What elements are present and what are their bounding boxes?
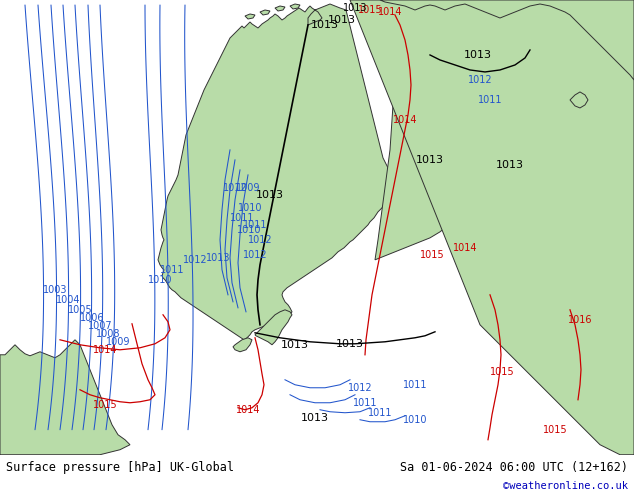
Text: 1012: 1012 [243,250,268,260]
Polygon shape [290,4,300,9]
Text: 1011: 1011 [160,265,184,275]
Text: 1014: 1014 [93,345,117,355]
Text: 1012: 1012 [248,235,273,245]
Text: 1015: 1015 [420,250,444,260]
Text: 1014: 1014 [378,7,402,17]
Polygon shape [375,8,510,260]
Text: 1004: 1004 [56,295,81,305]
Text: 1011: 1011 [243,220,268,230]
Text: Surface pressure [hPa] UK-Global: Surface pressure [hPa] UK-Global [6,461,235,473]
Text: 1005: 1005 [68,305,93,315]
Text: 1012: 1012 [183,255,207,265]
Polygon shape [260,10,270,15]
Text: 1012: 1012 [347,383,372,393]
Text: 1015: 1015 [489,367,514,377]
Text: 1009: 1009 [106,337,130,347]
Text: 1011: 1011 [478,95,502,105]
Polygon shape [255,310,292,345]
Text: 1013: 1013 [311,20,339,30]
Text: 1015: 1015 [93,400,117,410]
Text: 1016: 1016 [568,315,592,325]
Text: 1013: 1013 [206,253,230,263]
Polygon shape [275,6,285,11]
Text: 1014: 1014 [453,243,477,253]
Polygon shape [245,14,255,19]
Text: 1011: 1011 [353,398,377,408]
Text: 1013: 1013 [343,3,367,13]
Text: 1010: 1010 [403,415,427,425]
Text: 1013: 1013 [256,190,284,200]
Text: 1008: 1008 [96,329,120,339]
Text: 1014: 1014 [236,405,260,415]
Polygon shape [0,340,130,455]
Polygon shape [158,4,396,340]
Text: 1013: 1013 [301,413,329,423]
Text: 1003: 1003 [42,285,67,295]
Text: 1013: 1013 [336,339,364,349]
Text: 1007: 1007 [87,321,112,331]
Text: 1015: 1015 [543,425,567,435]
Text: 1013: 1013 [416,155,444,165]
Text: 1006: 1006 [80,313,104,323]
Text: 1011: 1011 [230,213,254,223]
Text: 1014: 1014 [392,115,417,125]
Text: 1013: 1013 [328,15,356,25]
Text: Sa 01-06-2024 06:00 UTC (12+162): Sa 01-06-2024 06:00 UTC (12+162) [399,461,628,473]
Polygon shape [380,0,634,80]
Text: 1012: 1012 [468,75,493,85]
Polygon shape [350,0,634,455]
Text: 1012: 1012 [223,183,247,193]
Text: 1009: 1009 [236,183,260,193]
Text: 1011: 1011 [403,380,427,390]
Text: 1010: 1010 [148,275,172,285]
Text: 1010: 1010 [236,225,261,235]
Polygon shape [570,92,588,108]
Text: 1011: 1011 [368,408,392,418]
Text: 1013: 1013 [496,160,524,170]
Polygon shape [233,338,252,352]
Text: ©weatheronline.co.uk: ©weatheronline.co.uk [503,481,628,490]
Text: 1013: 1013 [281,340,309,350]
Text: 1010: 1010 [238,203,262,213]
Text: 1015: 1015 [358,5,382,15]
Text: 1013: 1013 [464,50,492,60]
